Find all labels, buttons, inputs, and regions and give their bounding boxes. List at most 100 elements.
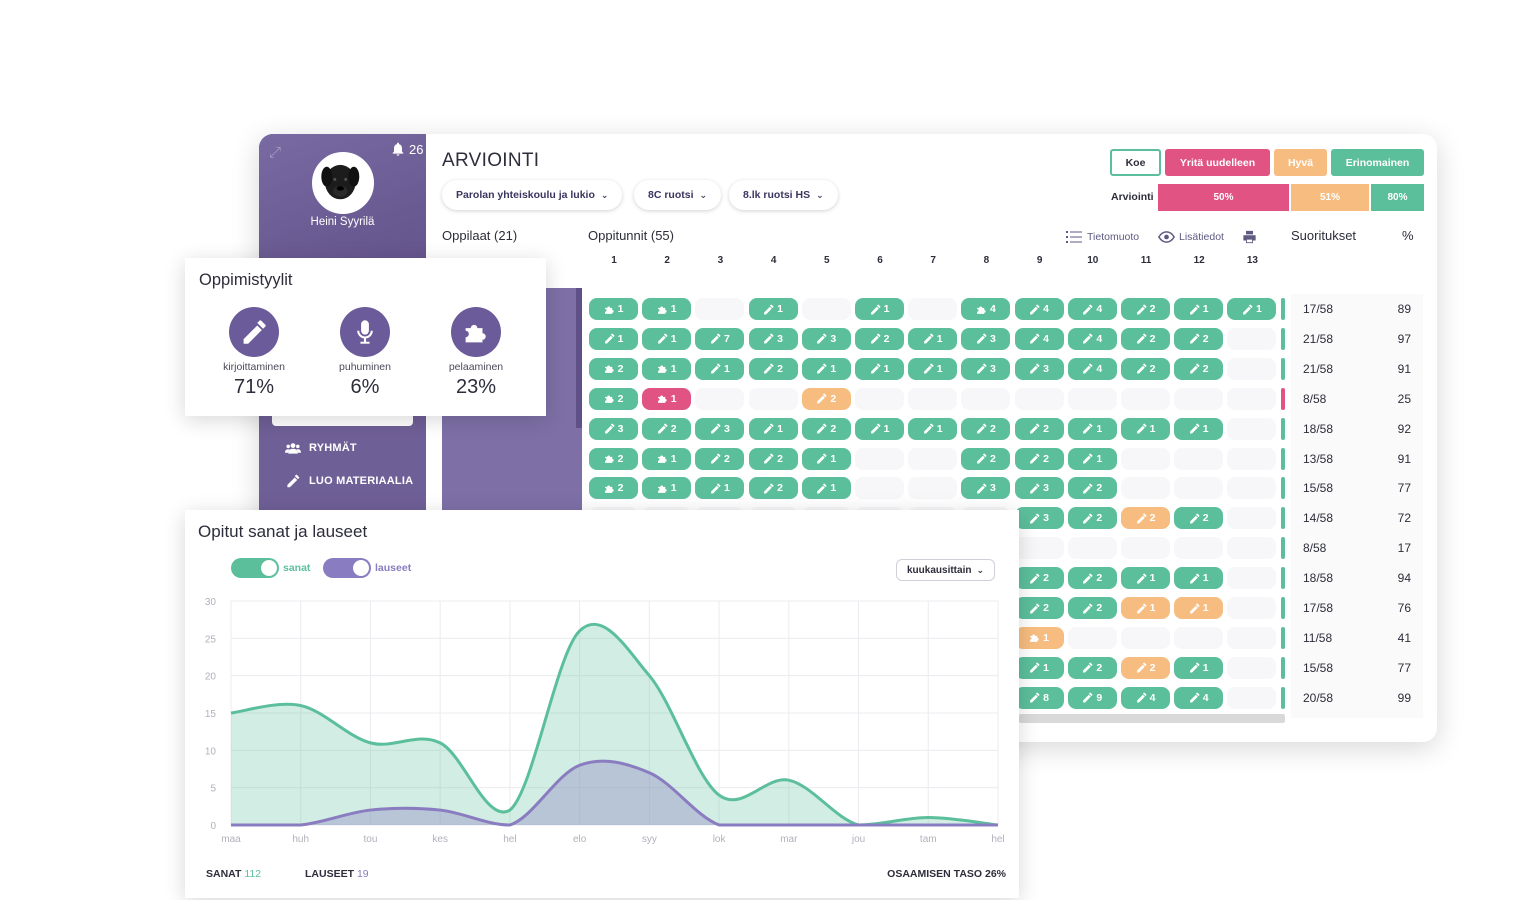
grid-cell-writing[interactable]: 2 <box>748 357 798 380</box>
grid-cell-game[interactable]: 1 <box>642 477 692 500</box>
grid-cell-empty[interactable] <box>1121 626 1170 649</box>
lesson-number[interactable]: 13 <box>1246 255 1258 266</box>
lesson-number[interactable]: 9 <box>1036 255 1043 266</box>
lesson-number[interactable]: 1 <box>611 255 617 266</box>
grid-cell-writing[interactable]: 4 <box>1014 298 1064 320</box>
grid-cell-writing[interactable]: 4 <box>1121 686 1170 709</box>
grid-cell-writing[interactable]: 3 <box>961 477 1011 500</box>
grid-cell-writing[interactable]: 1 <box>748 298 798 320</box>
expand-icon[interactable]: ⤢ <box>269 144 282 161</box>
grid-cell-writing[interactable]: 2 <box>748 447 798 470</box>
grid-cell-empty[interactable] <box>1121 387 1170 410</box>
lesson-number[interactable]: 12 <box>1193 255 1205 266</box>
grid-cell-writing[interactable]: 1 <box>1121 597 1170 619</box>
grid-cell-writing[interactable]: 1 <box>1121 567 1170 590</box>
grid-cell-writing[interactable]: 1 <box>908 417 958 440</box>
grid-cell-empty[interactable] <box>1014 537 1064 560</box>
grid-cell-writing[interactable]: 2 <box>695 447 745 470</box>
grid-cell-empty[interactable] <box>1067 387 1117 410</box>
grid-cell-game[interactable]: 2 <box>589 357 638 380</box>
grid-cell-empty[interactable] <box>908 298 958 320</box>
grid-cell-empty[interactable] <box>1227 656 1277 679</box>
grid-cell-writing[interactable]: 3 <box>748 327 798 350</box>
grid-cell-writing[interactable]: 2 <box>1067 567 1117 590</box>
grid-cell-writing[interactable]: 1 <box>855 417 904 440</box>
grid-cell-game[interactable]: 1 <box>642 447 692 470</box>
lesson-number[interactable]: 10 <box>1087 255 1099 266</box>
legend-excellent[interactable]: Erinomainen <box>1331 149 1424 176</box>
grid-cell-writing[interactable]: 2 <box>1121 507 1170 530</box>
grid-cell-writing[interactable]: 1 <box>1174 656 1224 679</box>
grid-cell-empty[interactable] <box>1014 387 1064 410</box>
grid-cell-writing[interactable]: 2 <box>1067 597 1117 619</box>
grid-cell-empty[interactable] <box>1121 447 1170 470</box>
grid-cell-game[interactable]: 1 <box>642 387 692 410</box>
grid-cell-empty[interactable] <box>1121 477 1170 500</box>
lesson-number[interactable]: 2 <box>664 255 670 266</box>
grid-cell-writing[interactable]: 1 <box>1067 447 1117 470</box>
grid-cell-writing[interactable]: 2 <box>1014 567 1064 590</box>
grid-cell-writing[interactable]: 2 <box>1174 507 1224 530</box>
grid-cell-game[interactable]: 1 <box>1014 626 1064 649</box>
grid-cell-writing[interactable]: 4 <box>1067 327 1117 350</box>
grid-cell-writing[interactable]: 2 <box>1067 656 1117 679</box>
grid-cell-writing[interactable]: 3 <box>961 357 1011 380</box>
grid-cell-writing[interactable]: 1 <box>1174 567 1224 590</box>
grid-cell-writing[interactable]: 2 <box>855 327 904 350</box>
grid-cell-writing[interactable]: 1 <box>801 447 851 470</box>
notifications[interactable]: 26 <box>390 141 423 157</box>
grid-cell-empty[interactable] <box>1227 477 1277 500</box>
grid-cell-game[interactable]: 2 <box>589 387 638 410</box>
grid-cell-empty[interactable] <box>855 387 904 410</box>
grid-cell-writing[interactable]: 3 <box>695 417 745 440</box>
grid-cell-empty[interactable] <box>855 477 904 500</box>
grid-cell-empty[interactable] <box>1227 626 1277 649</box>
grid-cell-game[interactable]: 1 <box>589 298 638 320</box>
grid-cell-writing[interactable]: 1 <box>589 327 638 350</box>
grid-cell-writing[interactable]: 1 <box>801 477 851 500</box>
lesson-number[interactable]: 4 <box>770 255 777 266</box>
print-button[interactable] <box>1241 230 1258 244</box>
grid-cell-writing[interactable]: 2 <box>1067 507 1117 530</box>
grid-cell-empty[interactable] <box>908 447 958 470</box>
grid-cell-empty[interactable] <box>1227 327 1277 350</box>
grid-cell-empty[interactable] <box>1174 537 1224 560</box>
grid-cell-empty[interactable] <box>801 298 851 320</box>
grid-cell-empty[interactable] <box>748 387 798 410</box>
grid-cell-game[interactable]: 4 <box>961 298 1011 320</box>
grid-cell-writing[interactable]: 9 <box>1067 686 1117 709</box>
grid-cell-writing[interactable]: 3 <box>801 327 851 350</box>
grid-cell-writing[interactable]: 4 <box>1067 357 1117 380</box>
grid-cell-empty[interactable] <box>908 477 958 500</box>
grid-cell-empty[interactable] <box>1174 447 1224 470</box>
grid-cell-writing[interactable]: 3 <box>1014 507 1064 530</box>
class-select[interactable]: 8C ruotsi ⌄ <box>634 180 722 210</box>
grid-cell-writing[interactable]: 1 <box>855 298 904 320</box>
grid-cell-writing[interactable]: 1 <box>801 357 851 380</box>
grid-cell-writing[interactable]: 1 <box>1227 298 1277 320</box>
period-select[interactable]: kuukausittain ⌄ <box>896 559 996 581</box>
grid-cell-writing[interactable]: 2 <box>1174 327 1224 350</box>
grid-cell-writing[interactable]: 2 <box>1174 357 1224 380</box>
grid-cell-writing[interactable]: 2 <box>1014 447 1064 470</box>
grid-cell-writing[interactable]: 2 <box>961 447 1011 470</box>
grid-cell-writing[interactable]: 1 <box>908 357 958 380</box>
sentences-toggle[interactable]: lauseet <box>323 558 411 578</box>
words-switch[interactable] <box>231 558 279 578</box>
grid-cell-writing[interactable]: 1 <box>748 417 798 440</box>
grid-cell-writing[interactable]: 4 <box>1174 686 1224 709</box>
grid-cell-writing[interactable]: 2 <box>1121 357 1170 380</box>
grid-cell-writing[interactable]: 1 <box>642 327 692 350</box>
grid-cell-empty[interactable] <box>1121 537 1170 560</box>
grid-cell-writing[interactable]: 1 <box>1174 417 1224 440</box>
grid-cell-empty[interactable] <box>908 387 958 410</box>
course-select[interactable]: 8.lk ruotsi HS ⌄ <box>729 180 838 210</box>
words-toggle[interactable]: sanat <box>231 558 310 578</box>
grid-cell-writing[interactable]: 3 <box>589 417 638 440</box>
grid-cell-game[interactable]: 1 <box>642 298 692 320</box>
grid-cell-empty[interactable] <box>695 298 745 320</box>
grid-cell-writing[interactable]: 2 <box>961 417 1011 440</box>
grid-cell-empty[interactable] <box>1174 477 1224 500</box>
school-select[interactable]: Parolan yhteiskoulu ja lukio ⌄ <box>442 180 623 210</box>
details-button[interactable]: Lisätiedot <box>1158 230 1224 244</box>
